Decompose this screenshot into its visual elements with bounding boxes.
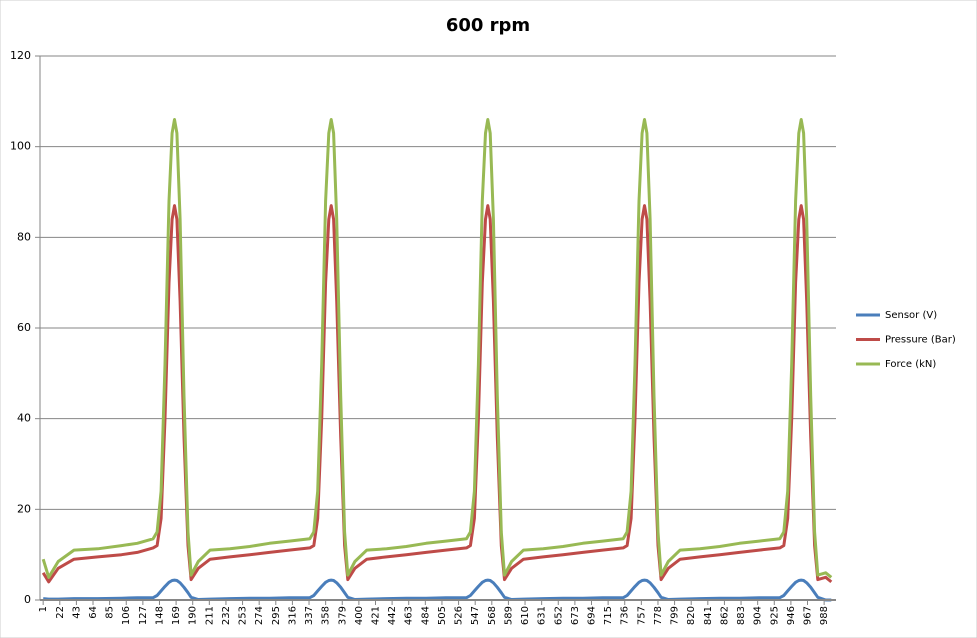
x-tick-label: 379 (337, 606, 348, 625)
x-tick-label: 43 (71, 606, 82, 619)
x-tick-label: 127 (138, 606, 149, 625)
x-tick-label: 274 (254, 606, 265, 625)
x-tick-label: 820 (686, 606, 697, 625)
x-tick-label: 85 (105, 606, 116, 619)
x-tick-label: 862 (719, 606, 730, 625)
x-tick-label: 22 (55, 606, 66, 619)
x-tick-label: 106 (121, 606, 132, 625)
legend-label: Pressure (Bar) (885, 335, 956, 346)
x-tick-label: 358 (321, 606, 332, 625)
legend-label: Sensor (V) (885, 310, 937, 321)
x-tick-label: 883 (736, 606, 747, 625)
x-tick-label: 169 (171, 606, 182, 625)
y-tick-label: 120 (10, 49, 31, 62)
y-tick-label: 40 (17, 412, 31, 425)
legend-label: Force (kN) (885, 359, 936, 370)
x-tick-label: 484 (420, 606, 431, 625)
x-tick-label: 295 (271, 606, 282, 625)
x-tick-label: 673 (570, 606, 581, 625)
x-tick-label: 526 (454, 606, 465, 625)
x-tick-label: 442 (387, 606, 398, 625)
x-tick-label: 253 (238, 606, 249, 625)
x-tick-label: 631 (537, 606, 548, 625)
x-tick-label: 505 (437, 606, 448, 625)
x-tick-label: 652 (553, 606, 564, 625)
x-tick-label: 925 (769, 606, 780, 625)
x-tick-label: 778 (653, 606, 664, 625)
x-tick-label: 421 (370, 606, 381, 625)
x-tick-label: 316 (287, 606, 298, 625)
series-line (41, 118, 833, 579)
y-tick-label: 100 (10, 140, 31, 153)
x-tick-label: 841 (703, 606, 714, 625)
chart-title: 600 rpm (446, 15, 530, 36)
x-tick-label: 232 (221, 606, 232, 625)
x-tick-label: 568 (487, 606, 498, 625)
x-tick-label: 190 (188, 606, 199, 625)
x-tick-label: 463 (404, 606, 415, 625)
x-tick-label: 337 (304, 606, 315, 625)
x-tick-label: 400 (354, 606, 365, 625)
x-tick-label: 757 (636, 606, 647, 625)
x-tick-label: 946 (786, 606, 797, 625)
x-tick-label: 547 (470, 606, 481, 625)
x-tick-label: 211 (204, 606, 215, 625)
y-tick-label: 20 (17, 502, 31, 515)
y-tick-label: 60 (17, 321, 31, 334)
x-tick-label: 148 (154, 606, 165, 625)
series-line (43, 578, 832, 602)
x-tick-label: 988 (819, 606, 830, 625)
x-tick-label: 589 (503, 606, 514, 625)
x-tick-label: 1 (38, 606, 49, 612)
y-tick-label: 80 (17, 230, 31, 243)
x-tick-label: 64 (88, 606, 99, 619)
x-tick-label: 610 (520, 606, 531, 625)
x-tick-label: 904 (753, 606, 764, 625)
x-tick-label: 694 (587, 606, 598, 625)
x-tick-label: 736 (620, 606, 631, 625)
x-tick-label: 967 (803, 606, 814, 625)
x-tick-label: 715 (603, 606, 614, 625)
x-tick-label: 799 (670, 606, 681, 625)
y-tick-label: 0 (24, 593, 31, 606)
